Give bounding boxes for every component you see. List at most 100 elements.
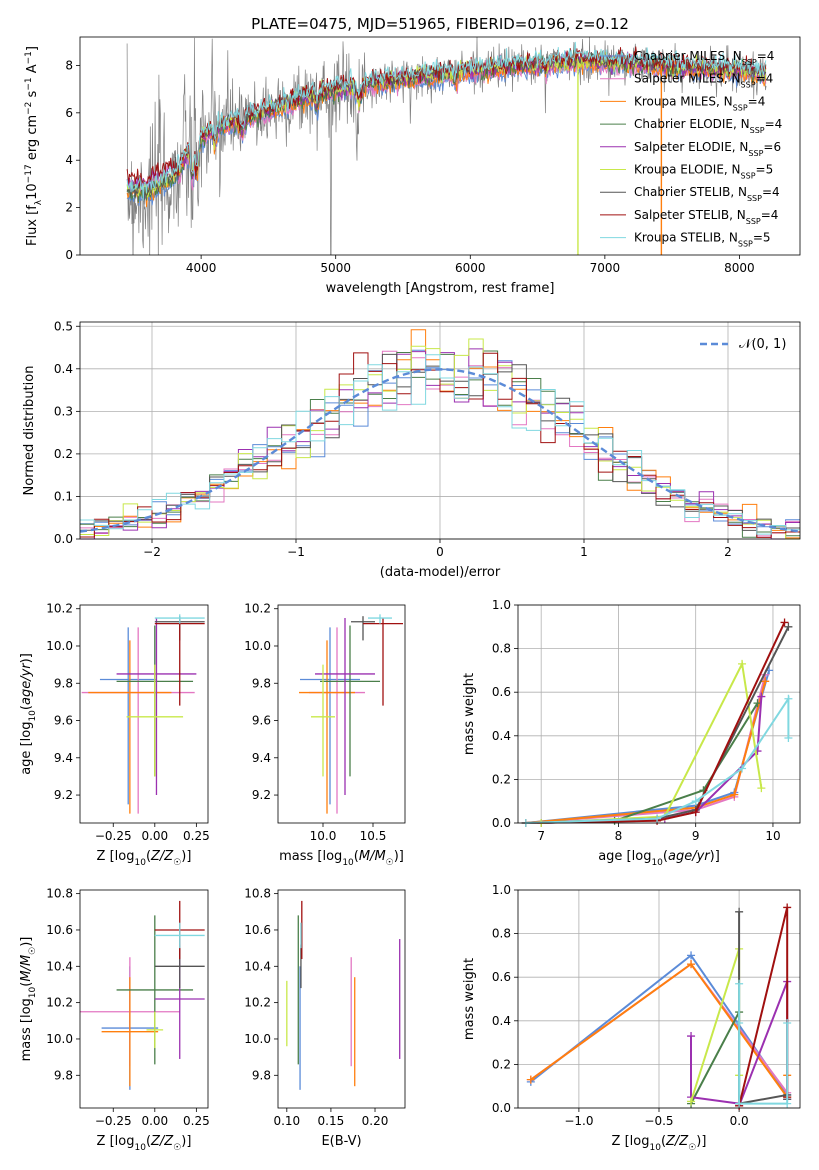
y-tick-label: 10.2	[46, 602, 73, 616]
legend-entry-label: Chabrier MILES, NSSP=4	[634, 49, 774, 67]
y-tick-label: 10.2	[244, 996, 271, 1010]
error-bar-point	[116, 618, 197, 796]
weight-marker	[691, 797, 700, 806]
plot-area-mass-vs-Z	[80, 900, 205, 1090]
y-axis-label-part: age [log	[19, 722, 34, 775]
weight-marker	[761, 677, 770, 686]
x-axis-label: mass [log10(M/M☉)]	[279, 849, 404, 868]
legend-series-name: Chabrier STELIB, N	[634, 185, 747, 199]
legend-subscript: SSP	[742, 58, 757, 67]
y-axis-label-part: mass [log	[19, 998, 34, 1061]
y-tick-label: 10.8	[46, 887, 73, 901]
legend-nssp-value: =4	[757, 49, 775, 63]
x-axis-label: Z [log10(Z/Z☉)]	[97, 849, 192, 868]
weight-series-line	[525, 681, 767, 824]
weight-marker	[738, 764, 747, 773]
weight-marker	[757, 692, 766, 701]
plot-area-age-vs-Z	[81, 614, 205, 814]
x-tick-label: −1.0	[564, 1114, 593, 1128]
weight-marker	[735, 979, 744, 988]
y-axis-label: mass weight	[462, 958, 477, 1040]
error-bar-point	[154, 922, 205, 949]
weight-series-line	[541, 696, 763, 824]
y-axis-label-part: 10	[25, 183, 40, 200]
legend-series-name: Chabrier ELODIE, N	[634, 117, 750, 131]
y-tick-label: 4	[65, 153, 73, 167]
x-tick-label: 1	[580, 545, 588, 559]
weight-marker	[783, 1018, 792, 1027]
weight-marker	[526, 1075, 535, 1084]
error-bar-point	[88, 640, 172, 814]
x-axis-label-part: )]	[181, 1134, 191, 1149]
normal-curve	[79, 368, 801, 533]
axes-frame	[517, 889, 801, 1109]
legend-nssp-value: =4	[762, 185, 780, 199]
legend-nssp-value: =4	[765, 117, 783, 131]
weight-marker	[783, 1099, 792, 1108]
x-axis-label-part: Z [log	[97, 849, 135, 864]
x-axis-label-part: M/M	[359, 849, 386, 864]
x-axis-label-part: Z/Z	[150, 1134, 174, 1149]
x-axis-label-part: (	[663, 849, 668, 864]
figure-title: PLATE=0475, MJD=51965, FIBERID=0196, z=0…	[251, 15, 629, 33]
error-bar-point	[363, 618, 403, 706]
y-tick-label: 0.5	[54, 319, 73, 333]
x-axis-label: Z [log10(Z/Z☉)]	[97, 1134, 192, 1153]
model-spectrum-line	[126, 41, 767, 201]
x-tick-label: 10.5	[360, 829, 387, 843]
plot-area-spectrum	[126, 37, 767, 255]
x-axis-label-part: ☉	[688, 1143, 696, 1153]
axes-mass-vs-ebv: 0.10 0.15 0.20 9.8 10.0 10.2 10.4 10.6 10.8 E(B-V…	[244, 887, 406, 1149]
y-tick-label: 10.0	[46, 1032, 73, 1046]
plot-area-weight-vs-age	[521, 618, 793, 827]
y-tick-label: 10.2	[244, 602, 271, 616]
weight-marker	[735, 1099, 744, 1108]
x-tick-label: 0.10	[273, 1114, 300, 1128]
y-tick-label: 9.2	[252, 788, 271, 802]
error-bar-point	[101, 977, 159, 1087]
y-tick-label: 0.8	[492, 927, 511, 941]
legend-series-name: Salpeter ELODIE, N	[634, 140, 748, 154]
legend-subscript: SSP	[748, 148, 763, 157]
y-tick-label: 0.4	[492, 729, 511, 743]
axes-frame	[79, 889, 209, 1109]
y-tick-label: 9.6	[252, 714, 271, 728]
y-tick-label: 10.4	[46, 959, 73, 973]
legend-subscript: SSP	[750, 126, 765, 135]
x-axis-label-part: (	[354, 849, 359, 864]
y-tick-label: 10.0	[244, 639, 271, 653]
y-axis-label: age [log10(age/yr)]	[19, 653, 38, 775]
x-axis-label-part: (	[146, 1134, 151, 1149]
y-tick-label: 9.8	[252, 1068, 271, 1082]
y-tick-label: 10.0	[244, 1032, 271, 1046]
error-bar-point	[99, 627, 157, 805]
y-tick-label: 10.0	[46, 639, 73, 653]
weight-series-line	[525, 670, 771, 824]
x-axis-label-part: (data-model)/error	[380, 565, 501, 580]
y-tick-label: 9.8	[54, 676, 73, 690]
weight-marker	[653, 814, 662, 823]
legend-nssp-value: =4	[756, 72, 774, 86]
x-axis-label: Z [log10(Z/Z☉)]	[612, 1134, 707, 1153]
weight-marker	[784, 622, 793, 631]
x-tick-label: 9	[692, 829, 700, 843]
y-axis-label-part: M/M	[19, 955, 34, 982]
x-axis-label-part: 10	[134, 858, 146, 868]
y-axis-label-part: age/yr	[19, 662, 34, 705]
x-tick-label: 0.15	[318, 1114, 345, 1128]
y-tick-label: 1.0	[492, 883, 511, 897]
axes-age-vs-Z: −0.25 0.00 0.259.29.49.69.810.010.2Z [log1…	[19, 602, 210, 868]
plot-area-mass-vs-ebv	[286, 900, 401, 1090]
error-bar-point	[309, 627, 365, 814]
axes-frame	[517, 604, 801, 824]
axes-frame	[277, 604, 406, 824]
legend-series-name: Kroupa ELODIE, N	[634, 163, 741, 177]
y-tick-label: 0.2	[492, 1057, 511, 1071]
x-tick-label: 0.20	[362, 1114, 389, 1128]
y-tick-label: 0.0	[54, 532, 73, 546]
weight-marker	[735, 907, 744, 916]
weight-marker	[687, 1097, 696, 1106]
weight-series-line	[525, 695, 790, 824]
error-bar-point	[126, 664, 184, 777]
